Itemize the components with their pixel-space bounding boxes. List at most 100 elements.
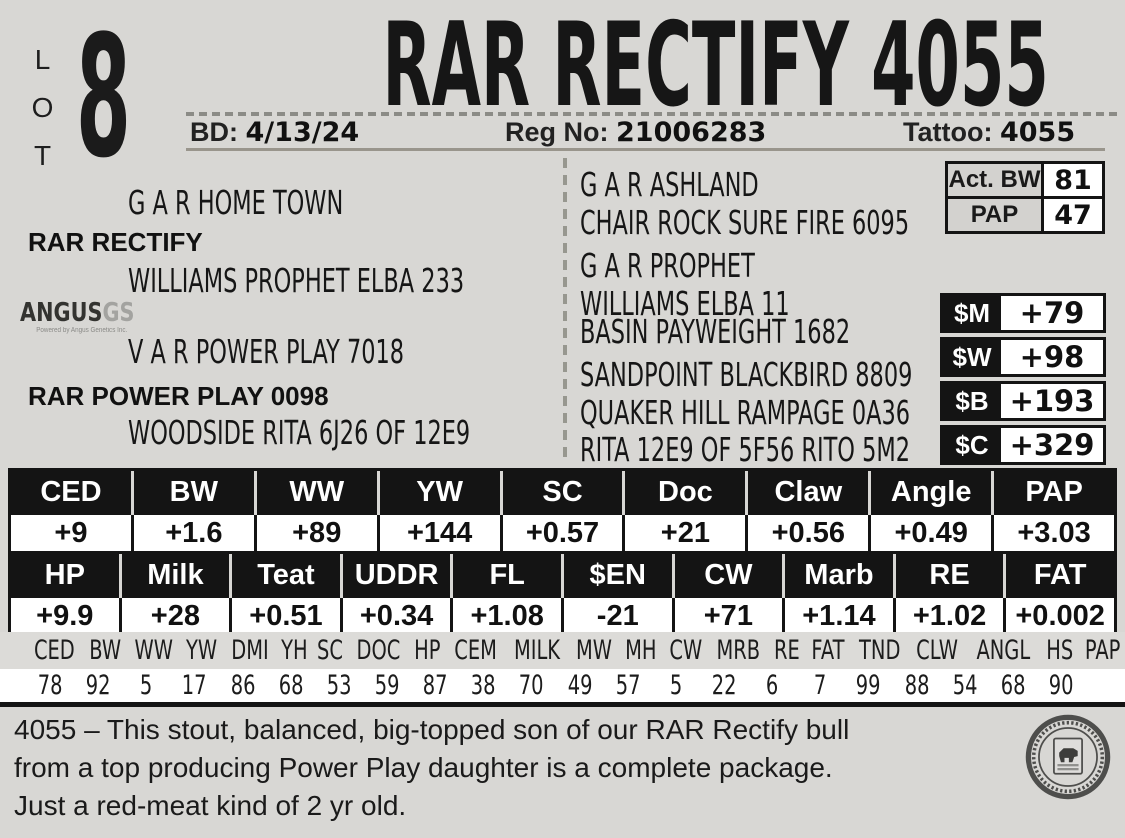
pedigree-line: BASIN PAYWEIGHT 1682	[580, 312, 851, 351]
percentile-value-cell: 17	[182, 670, 207, 701]
epd-value-cell: +1.02	[892, 598, 1004, 636]
epd-table-2-header-row: HP Milk Teat UDDR FL $EN CW Marb RE FAT	[11, 554, 1114, 598]
percentile-header-cell: CED	[33, 635, 75, 666]
epd-value-cell: +28	[118, 598, 230, 636]
pedigree-line: G A R PROPHET	[580, 246, 755, 285]
pap-value: 47	[1044, 199, 1102, 231]
act-bw-label: Act. BW	[948, 164, 1041, 196]
epd-header-cell: FL	[450, 554, 561, 598]
reg-value: 21006283	[616, 117, 767, 148]
epd-value-cell: +144	[376, 515, 500, 553]
percentile-value-cell: 57	[615, 670, 641, 701]
lot-description: 4055 – This stout, balanced, big-topped …	[14, 711, 1019, 825]
percentile-header-cell: CEM	[454, 635, 497, 666]
tattoo-value: 4055	[999, 117, 1076, 148]
epd-value-cell: +0.51	[229, 598, 340, 636]
percentile-header-cell: WW	[134, 635, 173, 666]
epd-table-1-header-row: CED BW WW YW SC Doc Claw Angle PAP	[11, 471, 1115, 515]
pedigree-line: QUAKER HILL RAMPAGE 0A36	[580, 393, 911, 432]
epd-header-cell: RE	[892, 554, 1004, 598]
dollar-value-row: $B +193	[940, 381, 1106, 421]
epd-value-cell: +1.6	[130, 515, 254, 553]
dollar-c-label: $C	[955, 429, 989, 460]
pedigree-sire-name: RAR RECTIFY	[28, 227, 203, 257]
epd-value-cell: +1.14	[782, 598, 893, 636]
pedigree-dam-name: RAR POWER PLAY 0098	[28, 381, 329, 411]
pedigree-line: RITA 12E9 OF 5F56 RITO 5M2	[580, 430, 911, 469]
epd-header-cell: PAP	[991, 471, 1115, 515]
epd-value-cell: +89	[253, 515, 377, 553]
percentile-value-cell: 78	[37, 670, 63, 701]
birth-date: BD: 4/13/24	[190, 117, 359, 148]
percentile-value-cell: 49	[567, 670, 592, 701]
percentile-value-cell: 38	[470, 670, 496, 701]
percentile-value-cell: 7	[814, 670, 827, 701]
percentile-header-cell: YW	[186, 635, 218, 666]
dollar-b-label: $B	[955, 385, 989, 416]
pedigree-sire-sire: G A R HOME TOWN	[128, 183, 344, 222]
tattoo-label: Tattoo:	[903, 117, 993, 147]
epd-header-cell: Marb	[782, 554, 893, 598]
bd-value: 4/13/24	[245, 117, 360, 148]
epd-value-cell: +9	[11, 515, 131, 553]
percentile-header-cell: TND	[858, 635, 901, 666]
percentile-header-cell: BW	[88, 635, 121, 666]
epd-header-cell: Milk	[118, 554, 230, 598]
percentile-header-row: CED BW WW YW DMI YH SC DOC HP CEM MILK MW MH CW MRB RE F…	[0, 632, 1125, 669]
percentile-header-cell: PAP	[1085, 635, 1121, 666]
dollar-value-row: $W +98	[940, 337, 1106, 377]
epd-table-2-value-row: +9.9 +28 +0.51 +0.34 +1.08 -21 +71 +1.14 +1.02 +0…	[11, 598, 1114, 636]
reg-label: Reg No:	[505, 117, 609, 147]
pap-label: PAP	[948, 199, 1041, 231]
birth-stats-table: Act. BW 81 PAP 47	[945, 161, 1105, 234]
pedigree-line: G A R ASHLAND	[580, 165, 759, 204]
pedigree-line: SANDPOINT BLACKBIRD 8809	[580, 355, 913, 394]
dollar-b-value: +193	[1001, 384, 1103, 418]
percentile-value-cell: 90	[1048, 670, 1074, 701]
epd-header-cell: Doc	[622, 471, 746, 515]
epd-table-2: HP Milk Teat UDDR FL $EN CW Marb RE FAT +9.9 +28 +0…	[8, 551, 1117, 639]
percentile-header-cell: ANGL	[976, 635, 1031, 666]
percentile-header-cell: MH	[625, 635, 657, 666]
percentile-value-cell: 68	[278, 670, 304, 701]
percentile-value-cell: 99	[856, 670, 881, 701]
percentile-value-cell: 5	[140, 670, 153, 701]
pedigree-sire-dam: WILLIAMS PROPHET ELBA 233	[128, 261, 465, 300]
dashed-divider	[186, 112, 1120, 116]
dollar-c-value: +329	[1001, 428, 1103, 462]
epd-header-cell: SC	[499, 471, 623, 515]
percentile-header-cell: FAT	[811, 635, 845, 666]
percentile-header-cell: MRB	[716, 635, 761, 666]
dollar-value-row: $C +329	[940, 425, 1106, 465]
angus-association-seal-icon	[1024, 713, 1112, 801]
angus-gs-logo: ANGUSGS Powered by Angus Genetics Inc.	[20, 298, 163, 334]
epd-header-cell: CED	[11, 471, 131, 515]
epd-value-cell: -21	[560, 598, 672, 636]
description-line: Just a red-meat kind of 2 yr old.	[14, 790, 407, 821]
percentile-header-cell: DOC	[356, 635, 401, 666]
percentile-value-cell: 6	[765, 670, 779, 701]
percentile-header-cell: MILK	[514, 635, 561, 666]
dollar-m-label: $M	[953, 297, 991, 328]
epd-value-cell: +0.002	[1003, 598, 1114, 636]
pedigree-divider	[563, 158, 567, 464]
angus-gs-tagline: Powered by Angus Genetics Inc.	[36, 327, 128, 334]
percentile-value-cell: 5	[669, 670, 683, 701]
epd-value-cell: +9.9	[11, 598, 119, 636]
pedigree-line: CHAIR ROCK SURE FIRE 6095	[580, 203, 910, 242]
percentile-value-cell: 86	[230, 670, 256, 701]
page-title: RAR RECTIFY 4055	[382, 0, 1049, 133]
angus-gs-wordmark: ANGUSGS	[20, 298, 135, 328]
header-rule	[186, 148, 1105, 151]
lot-label: LOT	[27, 44, 58, 188]
epd-value-cell: +0.49	[868, 515, 992, 553]
percentile-value-cell: 53	[326, 670, 352, 701]
epd-value-cell: +71	[671, 598, 783, 636]
percentile-value-cell: 87	[422, 670, 448, 701]
tattoo: Tattoo: 4055	[903, 117, 1075, 148]
percentile-value-cell: 22	[711, 670, 737, 701]
percentile-header-cell: DMI	[230, 635, 269, 666]
percentile-header-cell: HP	[414, 635, 441, 666]
epd-table-1: CED BW WW YW SC Doc Claw Angle PAP +9 +1.6 +89 +144…	[8, 468, 1117, 556]
pedigree-dam-sire: V A R POWER PLAY 7018	[128, 332, 405, 371]
